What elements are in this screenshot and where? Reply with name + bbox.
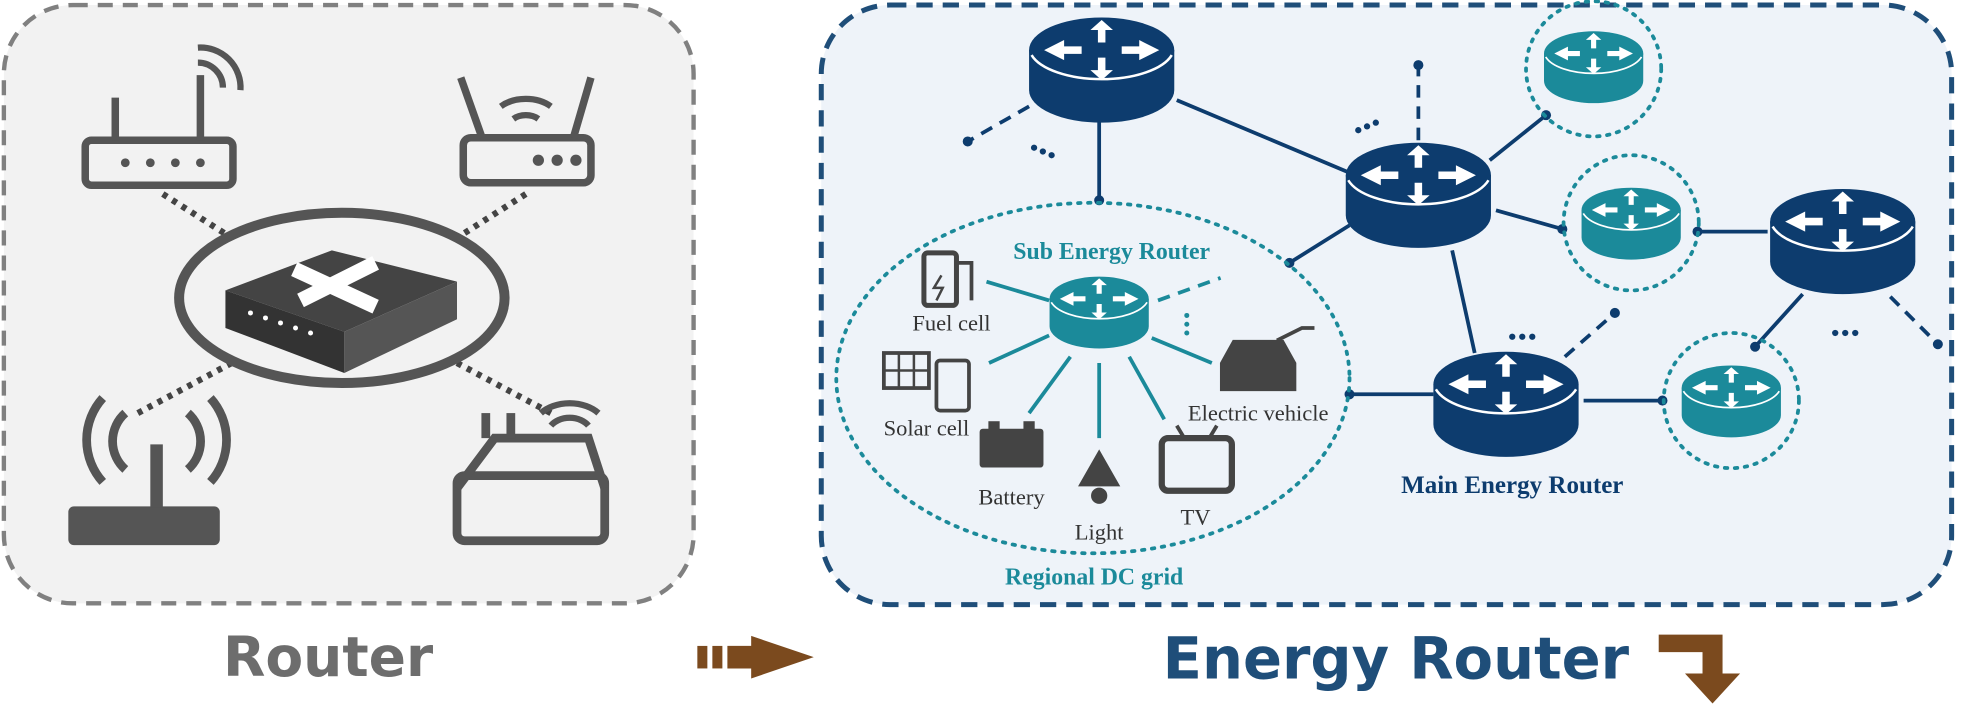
grid-label: Regional DC grid	[1005, 565, 1183, 591]
diagram: Router	[0, 0, 1963, 706]
main-router	[1770, 189, 1915, 294]
device-label: Electric vehicle	[1188, 401, 1329, 426]
main-router	[1029, 18, 1174, 123]
main-router	[1433, 352, 1578, 457]
energy-router-label: Energy Router	[1163, 625, 1630, 692]
main-router	[1346, 143, 1491, 248]
grid-dots	[1184, 313, 1189, 336]
sub-router	[1682, 365, 1781, 437]
transition-arrow	[697, 636, 813, 679]
device-label: Solar cell	[884, 416, 970, 441]
sub-router	[1582, 188, 1681, 260]
device-label: TV	[1181, 504, 1211, 529]
device-label: Battery	[978, 484, 1045, 509]
device-label: Fuel cell	[912, 310, 990, 335]
page: {"left_panel": {"label": "Router"}, "rig…	[0, 0, 1963, 706]
main-router-label: Main Energy Router	[1401, 472, 1623, 499]
sub-router	[1544, 31, 1643, 103]
router-label: Router	[223, 625, 433, 689]
energy-router-panel	[821, 5, 1951, 605]
sub-energy-router	[1050, 277, 1149, 349]
device-label: Light	[1075, 520, 1125, 545]
bent-arrow	[1659, 635, 1740, 704]
sub-router-label: Sub Energy Router	[1013, 239, 1210, 265]
